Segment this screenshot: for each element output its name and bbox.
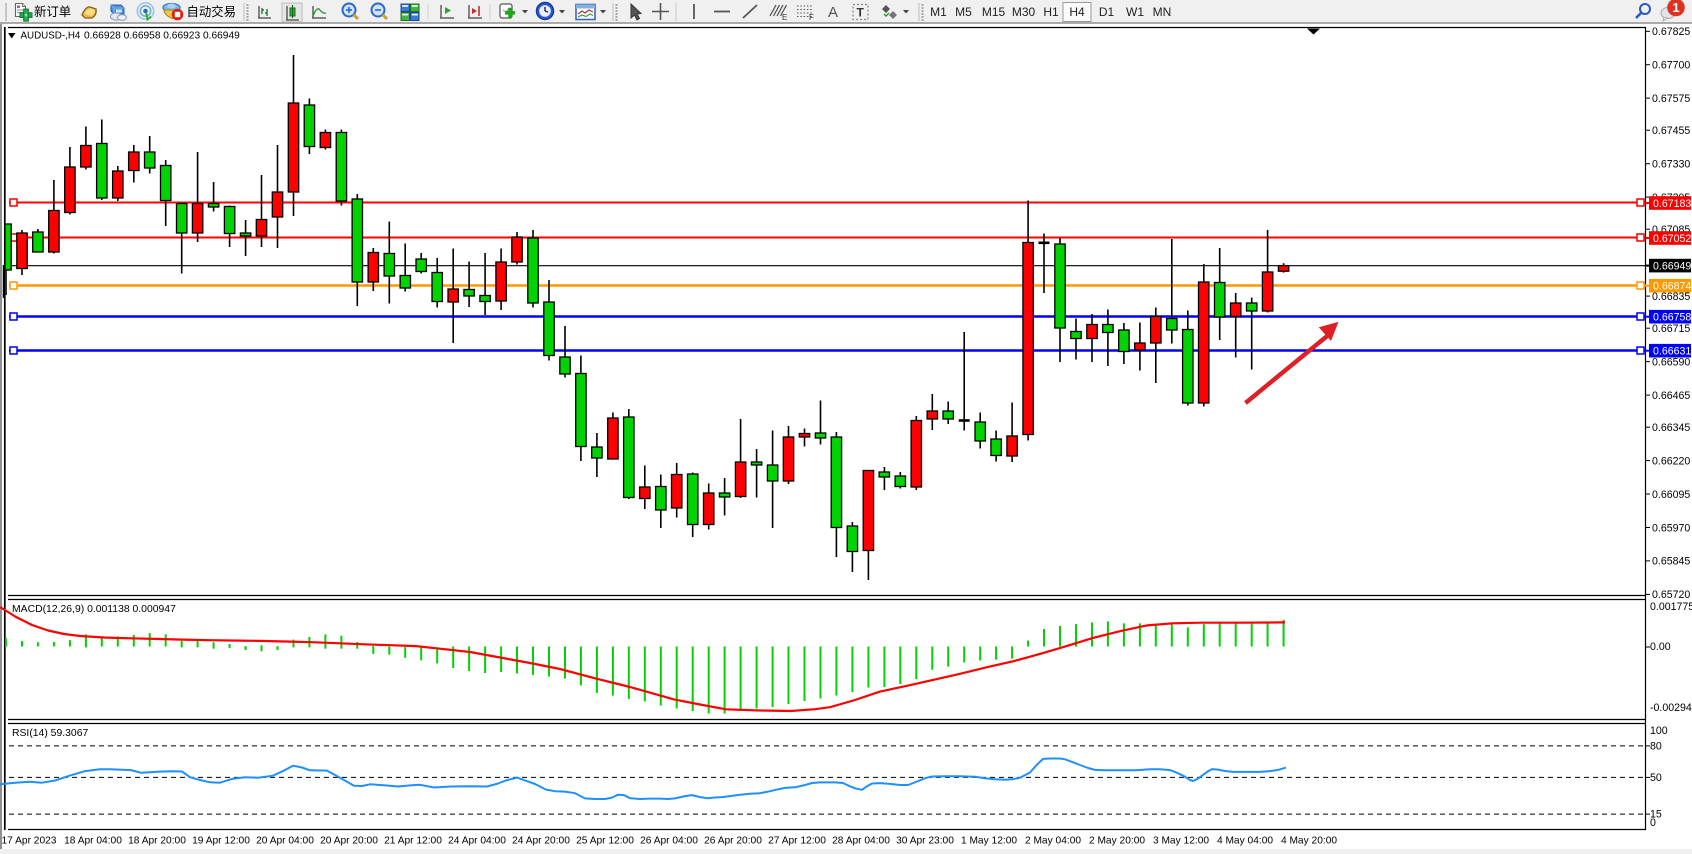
- svg-text:0.65970: 0.65970: [1652, 522, 1690, 534]
- svg-text:50: 50: [1650, 772, 1662, 784]
- svg-text:19 Apr 12:00: 19 Apr 12:00: [192, 836, 250, 847]
- svg-text:0.66220: 0.66220: [1652, 455, 1690, 467]
- svg-text:24 Apr 04:00: 24 Apr 04:00: [448, 836, 506, 847]
- svg-text:1: 1: [1672, 0, 1679, 15]
- svg-text:80: 80: [1650, 740, 1662, 752]
- svg-text:0.66874: 0.66874: [1653, 281, 1691, 293]
- svg-text:0.66345: 0.66345: [1652, 422, 1690, 434]
- svg-text:H4: H4: [1069, 5, 1085, 19]
- svg-text:20 Apr 20:00: 20 Apr 20:00: [320, 836, 378, 847]
- svg-text:M1: M1: [930, 5, 947, 19]
- svg-text:0.66715: 0.66715: [1652, 323, 1690, 335]
- svg-text:18 Apr 04:00: 18 Apr 04:00: [64, 836, 122, 847]
- svg-text:0.00: 0.00: [1650, 641, 1671, 653]
- svg-text:0.001775: 0.001775: [1650, 601, 1692, 613]
- svg-text:0.67455: 0.67455: [1652, 125, 1690, 137]
- svg-text:18 Apr 20:00: 18 Apr 20:00: [128, 836, 186, 847]
- svg-text:0.65845: 0.65845: [1652, 556, 1690, 568]
- svg-text:0.67330: 0.67330: [1652, 159, 1690, 171]
- svg-text:27 Apr 12:00: 27 Apr 12:00: [768, 836, 826, 847]
- svg-text:MN: MN: [1153, 5, 1172, 19]
- svg-text:M5: M5: [955, 5, 972, 19]
- svg-text:25 Apr 12:00: 25 Apr 12:00: [576, 836, 634, 847]
- svg-text:0.66590: 0.66590: [1652, 356, 1690, 368]
- svg-text:3 May 12:00: 3 May 12:00: [1153, 836, 1209, 847]
- svg-text:0.67825: 0.67825: [1652, 26, 1690, 38]
- svg-text:2 May 20:00: 2 May 20:00: [1089, 836, 1145, 847]
- svg-text:0.67575: 0.67575: [1652, 93, 1690, 105]
- svg-text:28 Apr 04:00: 28 Apr 04:00: [832, 836, 890, 847]
- svg-text:1 May 12:00: 1 May 12:00: [961, 836, 1017, 847]
- svg-text:15: 15: [1650, 809, 1662, 821]
- svg-text:A: A: [828, 4, 838, 21]
- svg-text:0.66949: 0.66949: [1653, 261, 1691, 273]
- svg-text:4 May 04:00: 4 May 04:00: [1217, 836, 1273, 847]
- svg-text:24 Apr 20:00: 24 Apr 20:00: [512, 836, 570, 847]
- svg-text:H1: H1: [1043, 5, 1059, 19]
- svg-text:20 Apr 04:00: 20 Apr 04:00: [256, 836, 314, 847]
- svg-text:自动交易: 自动交易: [187, 4, 237, 19]
- svg-text:26 Apr 04:00: 26 Apr 04:00: [640, 836, 698, 847]
- svg-text:M30: M30: [1012, 5, 1036, 19]
- svg-text:0.67052: 0.67052: [1653, 233, 1691, 245]
- svg-text:4 May 20:00: 4 May 20:00: [1281, 836, 1337, 847]
- svg-text:0.66835: 0.66835: [1652, 291, 1690, 303]
- svg-text:0.66631: 0.66631: [1653, 346, 1691, 358]
- svg-text:AUDUSD-,H4: AUDUSD-,H4: [21, 30, 81, 41]
- svg-text:0.66758: 0.66758: [1653, 312, 1691, 324]
- svg-text:新订单: 新订单: [34, 4, 71, 19]
- svg-text:0.66095: 0.66095: [1652, 489, 1690, 501]
- svg-text:RSI(14) 59.3067: RSI(14) 59.3067: [12, 728, 88, 739]
- svg-text:0.67700: 0.67700: [1652, 60, 1690, 72]
- svg-text:E: E: [782, 13, 787, 22]
- svg-text:0: 0: [1650, 817, 1656, 829]
- svg-text:F: F: [809, 13, 814, 22]
- svg-text:D1: D1: [1099, 5, 1115, 19]
- svg-text:17 Apr 2023: 17 Apr 2023: [2, 836, 57, 847]
- svg-text:0.66465: 0.66465: [1652, 390, 1690, 402]
- svg-text:MACD(12,26,9) 0.001138 0.00094: MACD(12,26,9) 0.001138 0.000947: [12, 604, 176, 615]
- svg-text:30 Apr 23:00: 30 Apr 23:00: [896, 836, 954, 847]
- svg-text:M15: M15: [982, 5, 1006, 19]
- svg-text:2 May 04:00: 2 May 04:00: [1025, 836, 1081, 847]
- svg-text:26 Apr 20:00: 26 Apr 20:00: [704, 836, 762, 847]
- svg-text:100: 100: [1650, 725, 1668, 737]
- svg-text:W1: W1: [1126, 5, 1144, 19]
- svg-text:T: T: [857, 6, 865, 20]
- svg-text:-0.00294: -0.00294: [1650, 702, 1692, 714]
- svg-text:0.66928 0.66958 0.66923 0.6694: 0.66928 0.66958 0.66923 0.66949: [84, 30, 240, 41]
- svg-text:0.67183: 0.67183: [1653, 198, 1691, 210]
- svg-text:0.65720: 0.65720: [1652, 589, 1690, 601]
- svg-text:21 Apr 12:00: 21 Apr 12:00: [384, 836, 442, 847]
